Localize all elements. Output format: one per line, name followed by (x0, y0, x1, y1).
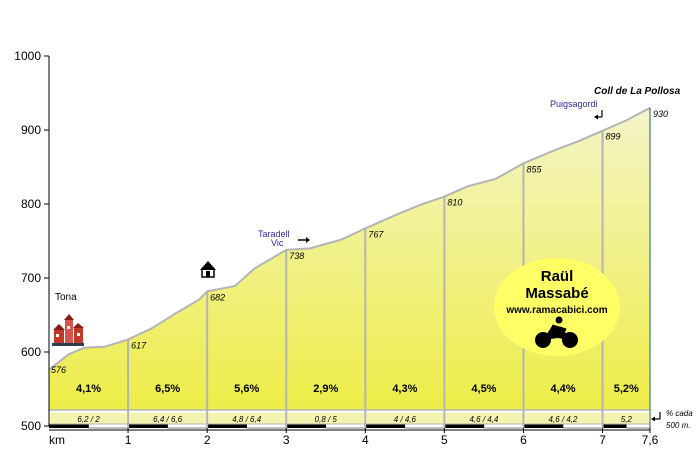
km-bar-segment (49, 424, 89, 428)
elevation-label: 617 (131, 340, 147, 350)
x-tick-label: 3 (283, 433, 290, 447)
elevation-label: 930 (653, 109, 668, 119)
elevation-label: 899 (606, 132, 621, 142)
km-bar-segment (404, 423, 445, 429)
gradient-label: 5,6% (234, 383, 259, 395)
sub-gradient-band (208, 413, 286, 424)
hut-icon (200, 260, 216, 278)
sub-gradient-band (524, 413, 602, 424)
x-tick-label: 5 (441, 433, 448, 447)
ramacabici-logo: Raül Massabé www.ramacabici.com (494, 258, 620, 356)
gradient-label: 4,1% (76, 383, 101, 395)
elevation-area (49, 107, 650, 411)
km-bar-segment (246, 423, 287, 429)
town-icon (52, 314, 84, 346)
y-tick-label: 1000 (14, 49, 41, 63)
x-tick-label: 1 (125, 433, 132, 447)
arrow-left-icon (651, 412, 661, 422)
gradient-label: 5,2% (614, 383, 639, 395)
km-bar-segment (286, 424, 326, 428)
x-axis-label: km (49, 433, 65, 447)
elevation-label: 576 (51, 365, 66, 375)
km-bar-segment (602, 424, 627, 428)
y-tick-label: 500 (21, 419, 41, 433)
sub-gradient-band (129, 413, 207, 424)
sub-gradient-label: 5,2 (621, 415, 633, 424)
sub-gradient-band (50, 413, 128, 424)
km-bar-segment (626, 423, 651, 429)
km-bar-segment (523, 424, 564, 428)
svg-text:Massabé: Massabé (525, 285, 588, 302)
sub-gradient-label: 0,8 / 5 (315, 415, 338, 424)
y-tick-label: 900 (21, 123, 41, 137)
gradient-label: 4,5% (471, 383, 496, 395)
svg-text:Raül: Raül (541, 268, 574, 285)
sub-gradient-label: 4,6 / 4,4 (469, 415, 498, 424)
place-label-puigsagordi: Puigsagordi (550, 99, 598, 109)
km-bar-segment (325, 423, 366, 429)
y-tick-label: 700 (21, 271, 41, 285)
x-tick-label: 7,6 (642, 433, 659, 447)
y-tick-label: 600 (21, 345, 41, 359)
elevation-label: 810 (447, 198, 462, 208)
gradient-label: 2,9% (313, 383, 338, 395)
km-bar-segment (167, 423, 208, 429)
km-bar-segment (483, 423, 524, 429)
sub-gradient-band (287, 413, 365, 424)
per-500m-label: 500 m. (666, 421, 690, 430)
km-bar-segment (88, 423, 129, 429)
km-bar-segment (562, 423, 603, 429)
x-tick-label: 4 (362, 433, 369, 447)
arrow-left-icon (594, 110, 603, 120)
svg-text:www.ramacabici.com: www.ramacabici.com (505, 305, 607, 316)
sub-gradient-band (366, 413, 444, 424)
sub-gradient-label: 6,2 / 2 (77, 415, 100, 424)
sub-gradient-band (445, 413, 523, 424)
x-tick-label: 7 (599, 433, 606, 447)
gradient-label: 4,4% (550, 383, 575, 395)
x-tick-label: 2 (204, 433, 211, 447)
place-label-tona: Tona (55, 292, 77, 303)
chart-title: Coll de La Pollosa (594, 86, 681, 97)
km-bar-segment (365, 424, 405, 428)
km-bar-segment (207, 424, 247, 428)
sub-gradient-label: 6,4 / 6,6 (153, 415, 182, 424)
elevation-line (48, 106, 651, 371)
gradient-label: 4,3% (392, 383, 417, 395)
x-tick-label: 6 (520, 433, 527, 447)
sub-gradient-label: 4 / 4,6 (394, 415, 417, 424)
elevation-label: 738 (289, 251, 304, 261)
gradient-label: 6,5% (155, 383, 180, 395)
km-bar-segment (128, 424, 168, 428)
bicycle-icon (535, 316, 578, 348)
sub-gradient-label: 4,6 / 4,2 (549, 415, 578, 424)
per-500m-label: % cada (666, 409, 693, 418)
sub-gradient-band (603, 413, 649, 424)
km-bar-segment (444, 424, 484, 428)
elevation-label: 767 (368, 229, 384, 239)
place-label-taradell: Taradell (258, 229, 290, 239)
y-tick-label: 800 (21, 197, 41, 211)
sub-gradient-label: 4,8 / 6,4 (232, 415, 261, 424)
place-label-vic: Vic (271, 238, 284, 248)
arrow-right-icon (298, 237, 310, 243)
elevation-label: 682 (210, 292, 225, 302)
elevation-label: 855 (526, 164, 542, 174)
